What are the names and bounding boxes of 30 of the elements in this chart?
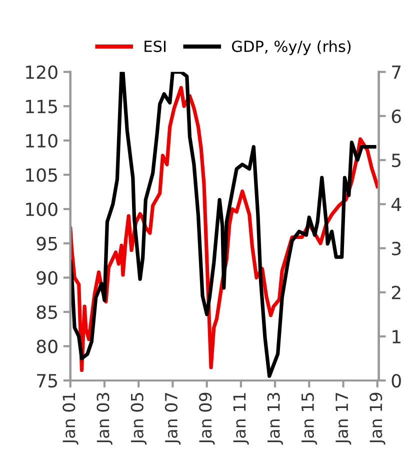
y-tick-label: 75: [37, 374, 57, 388]
y-tick-label: 110: [26, 134, 58, 148]
x-tick-label: Jan 19: [370, 392, 386, 445]
y-tick-label: 85: [36, 305, 57, 320]
y2-tick-label: 3: [392, 242, 401, 256]
legend-label: GDP, %y/y (rhs): [232, 40, 351, 56]
y2-tick-label: 5: [392, 154, 401, 168]
y-tick-label: 80: [36, 340, 58, 354]
x-tick-label: Jan 09: [199, 392, 215, 445]
y-tick-label: 90: [36, 271, 58, 285]
y2-tick-label: 6: [392, 109, 401, 124]
y2-tick-label: 0: [392, 374, 401, 388]
x-tick-label: Jan 17: [336, 393, 352, 445]
y-tick-label: 100: [26, 202, 58, 216]
x-tick-label: Jan 11: [233, 393, 249, 445]
y2-tick-label: 4: [392, 198, 402, 212]
x-tick-label: Jan 13: [267, 392, 283, 445]
x-tick-label: Jan 03: [96, 392, 112, 445]
y2-tick-label: 1: [392, 330, 400, 344]
y-tick-label: 105: [26, 168, 57, 182]
legend-label: ESI: [144, 40, 166, 52]
y-tick-label: 115: [26, 100, 57, 114]
y-tick-label: 120: [26, 65, 58, 80]
x-tick-label: Jan 15: [302, 393, 318, 445]
y2-tick-label: 7: [392, 66, 401, 79]
y-tick-label: 95: [36, 236, 57, 250]
y2-tick-label: 2: [392, 286, 400, 300]
x-tick-label: Jan 05: [130, 393, 147, 445]
x-tick-label: Jan 01: [62, 393, 78, 445]
x-tick-label: Jan 07: [164, 393, 181, 445]
